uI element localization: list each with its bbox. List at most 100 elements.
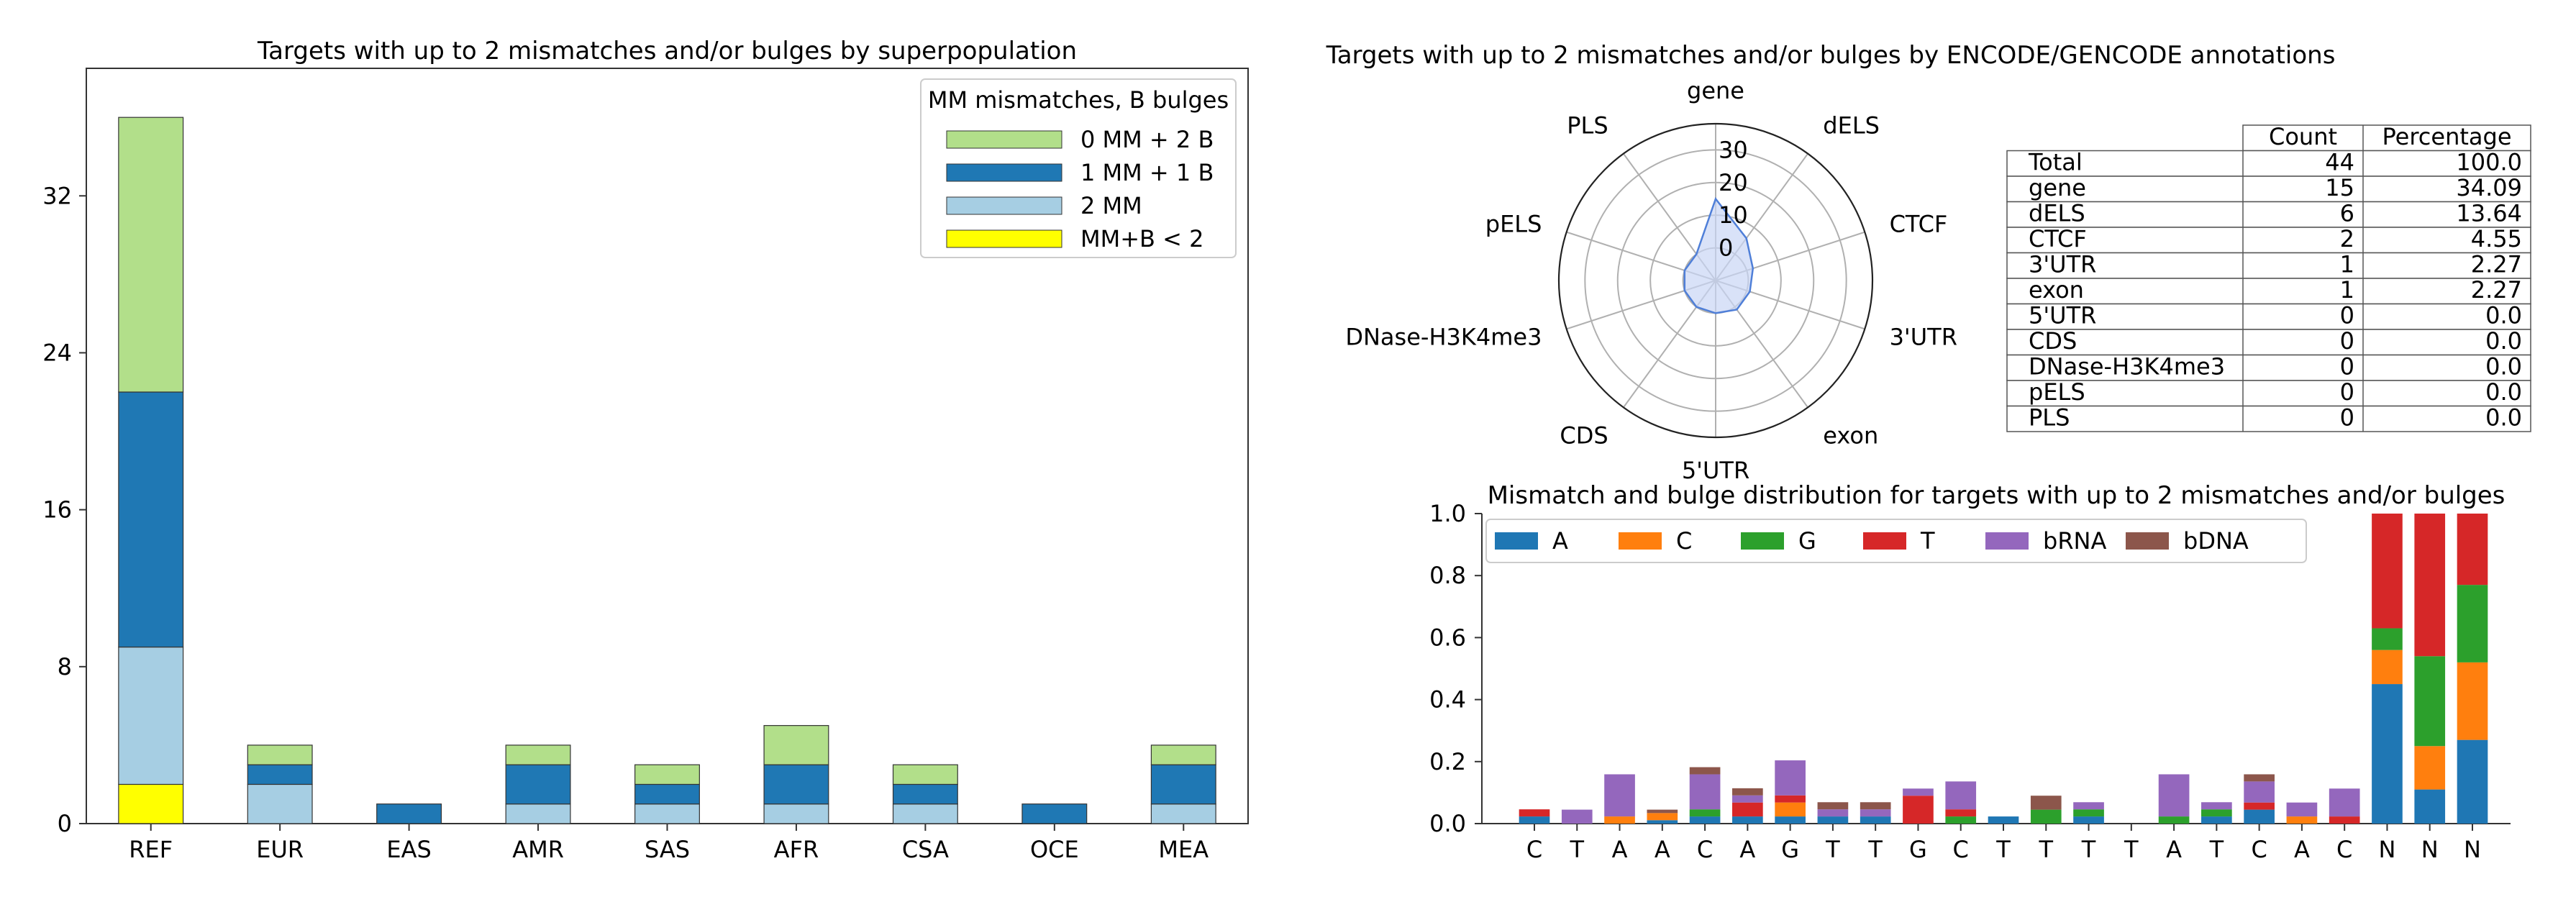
bar-segment: [1519, 816, 1550, 824]
legend-swatch: [946, 163, 1062, 182]
bar-segment: [2158, 816, 2190, 824]
table-percentage-cell: 2.27: [2471, 251, 2522, 278]
table-row-label: dELS: [2029, 200, 2085, 227]
bar-segment: [1945, 816, 1977, 824]
bar-segment: [1775, 795, 1806, 803]
bar-segment: [2201, 802, 2232, 810]
x-tick-label: OCE: [1030, 836, 1079, 863]
bar-segment: [1732, 795, 1763, 803]
table-row-label: 3'UTR: [2029, 251, 2096, 278]
radar-axis-label: pELS: [1485, 211, 1542, 238]
x-tick-label: N: [2378, 836, 2395, 863]
x-tick-label: T: [1825, 836, 1840, 863]
y-tick-label: 1.0: [1429, 500, 1466, 527]
bar-segment: [1817, 816, 1849, 824]
x-tick-label: T: [2081, 836, 2096, 863]
bar-segment: [2286, 802, 2318, 817]
table-row: [2006, 227, 2531, 254]
bar-segment: [505, 744, 571, 765]
bar-segment: [2414, 789, 2446, 824]
x-tick-label: T: [2209, 836, 2224, 863]
bar-segment: [1732, 788, 1763, 796]
bar-segment: [2030, 796, 2062, 810]
table-count-cell: 0: [2340, 353, 2354, 381]
chart1-legend-title: MM mismatches, B bulges: [928, 86, 1229, 114]
x-tick-label: T: [1867, 836, 1883, 863]
table-row: [2006, 405, 2531, 432]
bar-segment: [892, 764, 958, 785]
bar-segment: [1775, 760, 1806, 796]
legend-label: C: [1676, 527, 1692, 555]
annotation-radar-chart: Targets with up to 2 mismatches and/or b…: [1326, 41, 2336, 484]
radar-axis-label: 5'UTR: [1682, 457, 1749, 484]
radar-axis-label: gene: [1687, 77, 1744, 104]
legend-swatch: [946, 196, 1062, 215]
table-row-label: CTCF: [2029, 225, 2087, 252]
x-tick-label: T: [1569, 836, 1584, 863]
x-tick-label: A: [1739, 836, 1755, 863]
bar-segment: [2372, 628, 2403, 650]
table-count-cell: 0: [2340, 327, 2354, 355]
x-tick-label: AMR: [512, 836, 564, 863]
bar-segment: [2457, 662, 2488, 740]
table-count-cell: 1: [2340, 276, 2354, 304]
table-count-cell: 44: [2325, 149, 2354, 176]
table-row-label: Total: [2028, 149, 2083, 176]
table-percentage-cell: 34.09: [2456, 174, 2522, 201]
bar-segment: [1561, 809, 1593, 824]
bar-segment: [1604, 774, 1635, 817]
radar-axis-label: CTCF: [1890, 211, 1948, 238]
bar-segment: [1150, 803, 1216, 824]
legend-swatch: [946, 229, 1062, 248]
y-tick-label: 8: [58, 653, 72, 680]
x-tick-label: EUR: [256, 836, 304, 863]
table-count-cell: 2: [2340, 225, 2354, 252]
bar-segment: [505, 764, 571, 805]
table-row-label: DNase-H3K4me3: [2029, 353, 2225, 381]
y-tick-label: 0.6: [1429, 624, 1466, 651]
table-count-cell: 15: [2325, 174, 2354, 201]
x-tick-label: C: [1953, 836, 1969, 863]
table-row: [2006, 201, 2531, 228]
y-tick-label: 16: [42, 496, 72, 524]
bar-segment: [1732, 802, 1763, 817]
bar-segment: [247, 744, 313, 765]
bar-segment: [2457, 514, 2488, 586]
legend-label: 1 MM + 1 B: [1080, 159, 1214, 186]
bar-segment: [1689, 816, 1721, 824]
mismatch-bulge-chart: Mismatch and bulge distribution for targ…: [1429, 481, 2511, 863]
bar-segment: [2244, 774, 2275, 782]
bar-segment: [505, 803, 571, 824]
bar-segment: [1732, 816, 1763, 824]
table-row: [2006, 354, 2531, 381]
table-count-cell: 0: [2340, 404, 2354, 432]
x-tick-label: G: [1781, 836, 1799, 863]
table-row: [2006, 150, 2531, 177]
bar-segment: [376, 803, 442, 824]
bar-segment: [1604, 816, 1635, 824]
table-header-row: [2242, 124, 2531, 152]
table-count-cell: 0: [2340, 378, 2354, 406]
table-row-label: PLS: [2029, 404, 2070, 432]
bar-segment: [1150, 744, 1216, 765]
table-percentage-cell: 2.27: [2471, 276, 2522, 304]
bar-segment: [1903, 788, 1934, 796]
table-row-label: gene: [2029, 174, 2086, 201]
legend-swatch: [1863, 532, 1906, 550]
radar-axis-label: CDS: [1560, 422, 1608, 449]
legend-label: 2 MM: [1080, 192, 1142, 219]
legend-swatch: [946, 130, 1062, 149]
table-percentage-cell: 4.55: [2471, 225, 2522, 252]
bar-segment: [2030, 809, 2062, 824]
table-row-label: exon: [2029, 276, 2084, 304]
bar-segment: [892, 783, 958, 805]
bar-segment: [1689, 767, 1721, 775]
bar-segment: [2201, 816, 2232, 824]
bar-segment: [1689, 774, 1721, 810]
bar-segment: [1945, 809, 1977, 817]
radar-r-tick-label: 10: [1719, 201, 1748, 229]
legend-swatch: [1619, 532, 1662, 550]
bar-segment: [1860, 809, 1891, 817]
